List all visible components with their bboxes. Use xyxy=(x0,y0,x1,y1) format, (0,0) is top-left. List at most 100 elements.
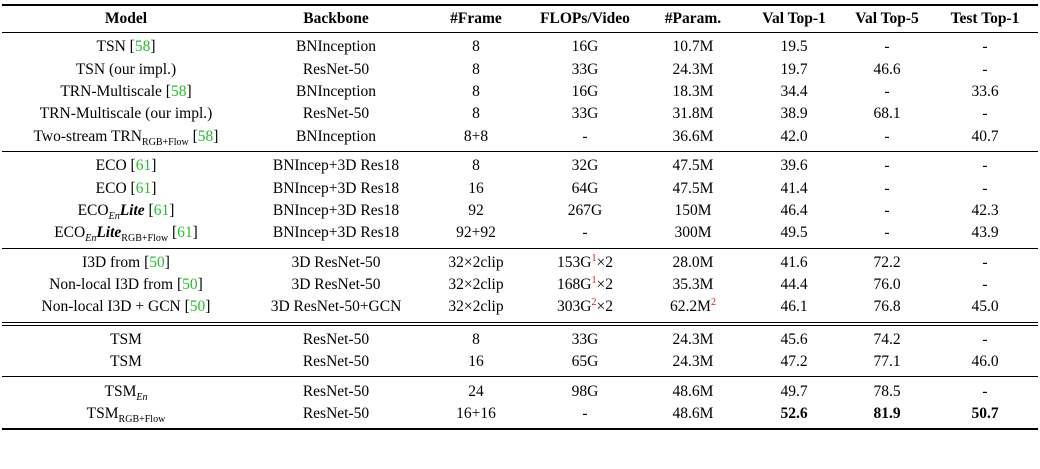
cell: 47.5M xyxy=(672,157,714,175)
cell: 81.9 xyxy=(842,403,932,429)
text-run: [ xyxy=(144,201,154,219)
table-row: Non-local I3D + GCN [50] 3D ResNet-50+GCN… xyxy=(2,296,1038,323)
cell: - xyxy=(884,127,890,145)
text-run: ] xyxy=(151,179,157,197)
cell: 40.7 xyxy=(971,127,999,145)
cell: I3D from [50] xyxy=(2,248,250,274)
cell: 8 xyxy=(472,82,480,100)
cell: 3D ResNet-50+GCN xyxy=(270,298,402,316)
cell: 267G xyxy=(567,201,603,219)
cell: 8 xyxy=(472,60,480,78)
cell: 33G xyxy=(571,60,599,78)
cell: 16+16 xyxy=(456,405,496,423)
table-row: ECOEnLite [61] BNIncep+3D Res18 92 267G 150M… xyxy=(2,200,1038,222)
text-run: I3D from [ xyxy=(82,253,150,271)
cell: TSMEn xyxy=(2,377,250,403)
cell: 47.5M xyxy=(672,179,714,197)
cell: - xyxy=(582,405,588,423)
cell: TRN-Multiscale (our impl.) xyxy=(39,105,213,123)
cell: 33G xyxy=(571,330,599,348)
cell: 76.0 xyxy=(873,276,901,294)
text-run: 50.7 xyxy=(971,405,999,423)
cell: - xyxy=(582,127,588,145)
text-run: En xyxy=(136,391,148,403)
text-run: ] xyxy=(151,157,157,175)
cell: BNIncep+3D Res18 xyxy=(272,157,400,175)
table-row: I3D from [50] 3D ResNet-50 32×2clip 153G1×2… xyxy=(2,248,1038,274)
header-cell: #Param. xyxy=(640,4,746,33)
header-cell: Backbone xyxy=(250,4,422,33)
cell: ECO [61] xyxy=(2,177,250,199)
cell: - xyxy=(982,179,988,197)
cell: 32×2clip xyxy=(448,276,504,294)
cell: ResNet-50 xyxy=(302,60,370,78)
cell: - xyxy=(982,253,988,271)
text-run: 168G xyxy=(557,276,592,294)
cell: 38.9 xyxy=(780,105,808,123)
cell: 8 xyxy=(472,105,480,123)
cell: 43.9 xyxy=(971,224,999,242)
cell: 47.2 xyxy=(780,353,808,371)
cell: 78.5 xyxy=(873,382,901,400)
cell: 41.4 xyxy=(780,179,808,197)
citation: 61 xyxy=(153,201,170,219)
header-cell: FLOPs/Video xyxy=(530,4,640,33)
cell: 16 xyxy=(468,353,484,371)
text-run: Non-local I3D from [ xyxy=(49,276,183,294)
cell: 153G1×2 xyxy=(530,248,640,274)
cell: 74.2 xyxy=(873,330,901,348)
cell: 24 xyxy=(468,382,484,400)
cell: 31.8M xyxy=(672,105,714,123)
cell: 303G2×2 xyxy=(530,296,640,323)
cell: ECOEnLite [61] xyxy=(2,200,250,222)
text-run: ECO xyxy=(77,201,109,219)
cell: BNIncep+3D Res18 xyxy=(272,179,400,197)
cell: 46.0 xyxy=(971,353,999,371)
cell: 48.6M xyxy=(672,382,714,400)
citation: 50 xyxy=(189,298,206,316)
cell: - xyxy=(582,224,588,242)
cell: ResNet-50 xyxy=(302,405,370,423)
table-row: ECO [61] BNIncep+3D Res18 16 64G 47.5M 41.4 - - xyxy=(2,177,1038,199)
row-group: ECO [61] BNIncep+3D Res18 8 32G 47.5M 39.6- - E… xyxy=(2,151,1038,248)
cell: - xyxy=(884,179,890,197)
cell: 68.1 xyxy=(873,105,901,123)
cell: 19.5 xyxy=(780,38,808,56)
text-run: ×2 xyxy=(596,253,613,271)
cell: - xyxy=(982,105,988,123)
text-run: TSN [ xyxy=(96,38,135,56)
citation: 61 xyxy=(135,179,152,197)
text-run: [ xyxy=(168,224,178,242)
header-cell: Test Top-1 xyxy=(932,4,1038,33)
text-run: ] xyxy=(192,224,198,242)
cell: - xyxy=(884,201,890,219)
text-run: ECO [ xyxy=(95,157,136,175)
text-run: ×2 xyxy=(596,276,613,294)
text-run: ] xyxy=(197,276,203,294)
text-run: TRN-Multiscale [ xyxy=(60,82,171,100)
cell: 8+8 xyxy=(463,127,489,145)
text-run: ] xyxy=(186,82,192,100)
text-run: ] xyxy=(205,298,211,316)
cell: 36.6M xyxy=(672,127,714,145)
cell: 24.3M xyxy=(672,353,714,371)
cell: 28.0M xyxy=(672,253,714,271)
table-row: TSN (our impl.) ResNet-50 8 33G 24.3M 19.7 46.… xyxy=(2,58,1038,80)
cell: 98G xyxy=(571,382,599,400)
text-run: Lite xyxy=(119,201,145,219)
cell: 32×2clip xyxy=(448,253,504,271)
text-run: RGB+Flow xyxy=(121,233,169,245)
cell: 42.3 xyxy=(971,201,999,219)
cell: ResNet-50 xyxy=(302,330,370,348)
text-run: ] xyxy=(150,38,156,56)
cell: 92 xyxy=(468,201,484,219)
cell: - xyxy=(982,382,988,400)
cell: 34.4 xyxy=(780,82,808,100)
text-run: Lite xyxy=(96,224,122,242)
text-run: RGB+Flow xyxy=(141,136,189,148)
cell: 24.3M xyxy=(672,330,714,348)
row-group: TSM ResNet-50 8 33G 24.3M 45.6 74.2 - TSM ResNet-… xyxy=(2,323,1038,377)
cell: BNInception xyxy=(295,38,377,56)
cell: 8 xyxy=(472,38,480,56)
cell: 77.1 xyxy=(873,353,901,371)
